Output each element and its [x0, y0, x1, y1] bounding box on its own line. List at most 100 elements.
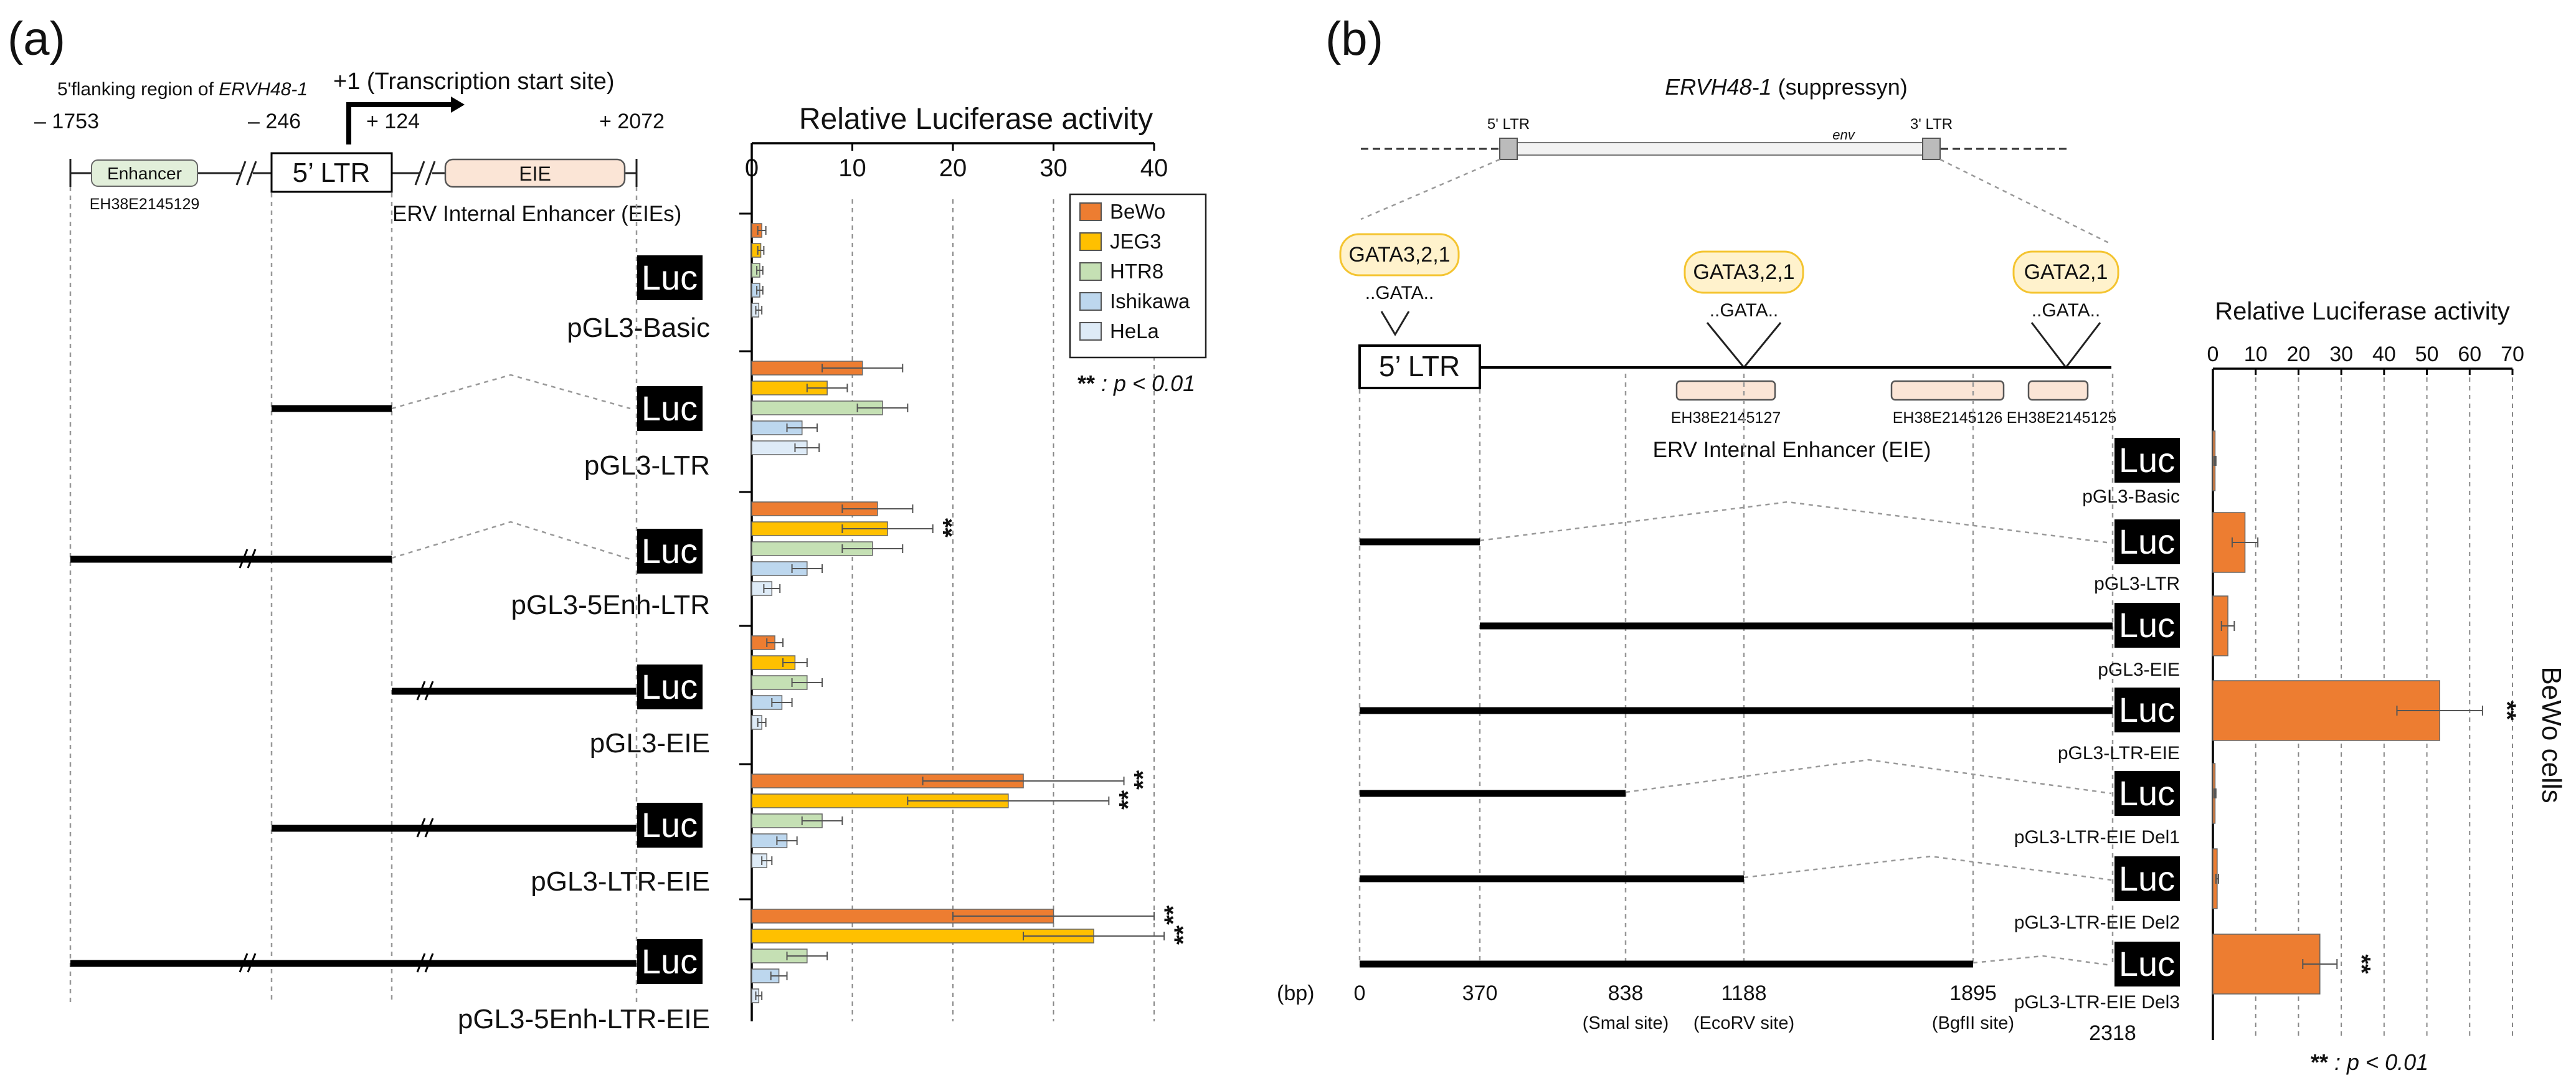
ltr-label-b: 5’ LTR [1379, 350, 1460, 382]
x-tick-label: 60 [2458, 343, 2481, 366]
sig-note-a: ** : p < 0.01 [1077, 371, 1195, 396]
chart-a-legend: BeWo JEG3 HTR8 Ishikawa HeLa [1069, 193, 1207, 359]
eie-label: EIE [519, 163, 551, 185]
construct-label: pGL3-5Enh-LTR-EIE [458, 1004, 710, 1034]
coord-246: – 246 [248, 110, 301, 133]
svg-text:GATA3,2,1: GATA3,2,1 [1693, 260, 1794, 284]
guide-lines-b [1358, 374, 2114, 965]
legend-swatch-jeg3 [1079, 232, 1102, 251]
svg-text:GATA2,1: GATA2,1 [2024, 260, 2108, 284]
svg-text:Luc: Luc [2119, 944, 2175, 983]
construct-label: pGL3-LTR-EIE Del1 [2014, 827, 2180, 848]
chart-b-bars: ** ** [2212, 430, 2521, 995]
gene-overview: 5' LTR env 3' LTR [1360, 116, 2112, 245]
gene-map-b: 5’ LTR EH38E2145127 EH38E2145126 EH38E21… [1358, 344, 2117, 462]
svg-text:Luc: Luc [2119, 859, 2175, 898]
x-tick-label: 10 [838, 154, 866, 182]
chart-a-bars: ********** [751, 223, 1197, 1003]
significance-mark: ** [939, 518, 966, 537]
constructs-a: Luc pGL3-Basic Luc pGL3-LTR Luc pGL3-5En… [70, 255, 710, 1034]
luc-box: Luc [2114, 942, 2180, 986]
svg-text:Luc: Luc [642, 258, 698, 297]
svg-text:Luc: Luc [2119, 440, 2175, 480]
construct-label: pGL3-LTR-EIE [2058, 743, 2180, 764]
luc-box: Luc [2114, 771, 2180, 816]
legend-label-htr8: HTR8 [1110, 260, 1163, 283]
tss-label: +1 (Transcription start site) [333, 69, 615, 95]
legend-swatch-ishikawa [1079, 292, 1102, 311]
flank-label: 5'flanking region of ERVH48-1 [57, 79, 308, 100]
gata-site-1: GATA3,2,1 ..GATA.. [1339, 233, 1460, 336]
luc-box: Luc [637, 803, 703, 848]
legend-label-hela: HeLa [1110, 319, 1160, 343]
significance-mark: ** [1170, 925, 1197, 945]
panel-b-label: (b) [1325, 12, 1383, 65]
svg-text:Luc: Luc [2119, 522, 2175, 561]
eie-id-3: EH38E2145125 [2007, 409, 2117, 427]
pos-1895: 1895 [1949, 982, 1997, 1005]
luc-box: Luc [637, 255, 703, 300]
enhancer-label: Enhancer [107, 164, 182, 183]
bp-axis: (bp) 0 370 838 1188 1895 2318 (Smal site… [1277, 982, 2136, 1045]
coord-1753: – 1753 [34, 110, 99, 133]
site-note-ecorv: (EcoRV site) [1693, 1013, 1794, 1033]
gata-motif: ..GATA.. [1365, 283, 1434, 303]
construct-label: pGL3-Basic [2082, 486, 2180, 507]
construct-b-pgl3-ltr-eie-del3: Luc pGL3-LTR-EIE Del3 [1360, 942, 2180, 1013]
construct-label: pGL3-EIE [590, 728, 710, 759]
construct-label: pGL3-Basic [567, 313, 710, 343]
construct-label: pGL3-EIE [2098, 660, 2180, 680]
panel-a: (a) 5'flanking region of ERVH48-1 +1 (Tr… [7, 12, 1207, 1034]
env-label: env [1832, 127, 1855, 143]
guide-lines-a [69, 187, 638, 1003]
pos-0: 0 [1354, 982, 1366, 1005]
x-tick-label: 0 [2207, 343, 2219, 366]
luc-box: Luc [2114, 688, 2180, 732]
legend-label-ishikawa: Ishikawa [1110, 290, 1190, 313]
luc-box: Luc [2114, 856, 2180, 901]
constructs-b: Luc pGL3-Basic Luc pGL3-LTR Luc pGL3-EIE… [1360, 438, 2180, 1013]
coord-124: + 124 [366, 110, 420, 133]
gene-map-a: Enhancer EH38E2145129 5’ LTR EIE ERV Int… [69, 152, 681, 226]
eie-id-2: EH38E2145126 [1893, 409, 2003, 427]
luc-box: Luc [637, 939, 703, 984]
svg-text:Luc: Luc [642, 942, 698, 981]
significance-mark: ** [1114, 790, 1142, 810]
construct-label: pGL3-LTR-EIE Del2 [2014, 912, 2180, 933]
ltr3-small-label: 3' LTR [1910, 116, 1953, 133]
significance-mark: ** [1130, 770, 1157, 790]
luc-box: Luc [637, 386, 703, 431]
x-tick-label: 10 [2244, 343, 2268, 366]
chart-b: Relative Luciferase activity 0 10 20 30 40 50… [2207, 298, 2567, 1075]
x-tick-label: 70 [2501, 343, 2524, 366]
significance-mark: ** [1160, 905, 1187, 925]
coord-2072: + 2072 [599, 110, 665, 133]
luc-box: Luc [2114, 603, 2180, 648]
construct-label: pGL3-LTR-EIE Del3 [2014, 992, 2180, 1013]
svg-text:Luc: Luc [642, 805, 698, 844]
legend-label-jeg3: JEG3 [1110, 230, 1162, 253]
eie-box: EIE [444, 158, 626, 188]
x-tick-label: 20 [2287, 343, 2311, 366]
chart-a-grid [851, 199, 1155, 1021]
axis-break-mark [414, 161, 436, 186]
construct-pgl3-eie: Luc pGL3-EIE [392, 665, 710, 759]
construct-b-pgl3-ltr-eie-del2: Luc pGL3-LTR-EIE Del2 [1360, 855, 2180, 933]
svg-text:GATA3,2,1: GATA3,2,1 [1348, 243, 1450, 267]
ltr5-small-label: 5' LTR [1487, 116, 1530, 133]
site-note-bglii: (BgfII site) [1932, 1013, 2014, 1033]
eie-full-label-b: ERV Internal Enhancer (EIE) [1653, 438, 1931, 462]
x-tick-label: 40 [2372, 343, 2396, 366]
sig-note-b: ** : p < 0.01 [2311, 1049, 2428, 1075]
svg-text:Luc: Luc [642, 667, 698, 706]
x-tick-label: 50 [2415, 343, 2439, 366]
construct-b-pgl3-basic: Luc pGL3-Basic [2082, 438, 2180, 507]
enhancer-box: Enhancer [91, 159, 198, 187]
construct-b-pgl3-ltr-eie: Luc pGL3-LTR-EIE [1360, 688, 2180, 764]
pos-1188: 1188 [1721, 982, 1766, 1005]
panel-b: (b) ERVH48-1 (suppressyn) 5' LTR env 3' … [1277, 12, 2567, 1075]
eie-id-1: EH38E2145127 [1671, 409, 1781, 427]
ltr-box: 5’ LTR [270, 152, 393, 193]
x-tick-label: 40 [1140, 154, 1168, 182]
